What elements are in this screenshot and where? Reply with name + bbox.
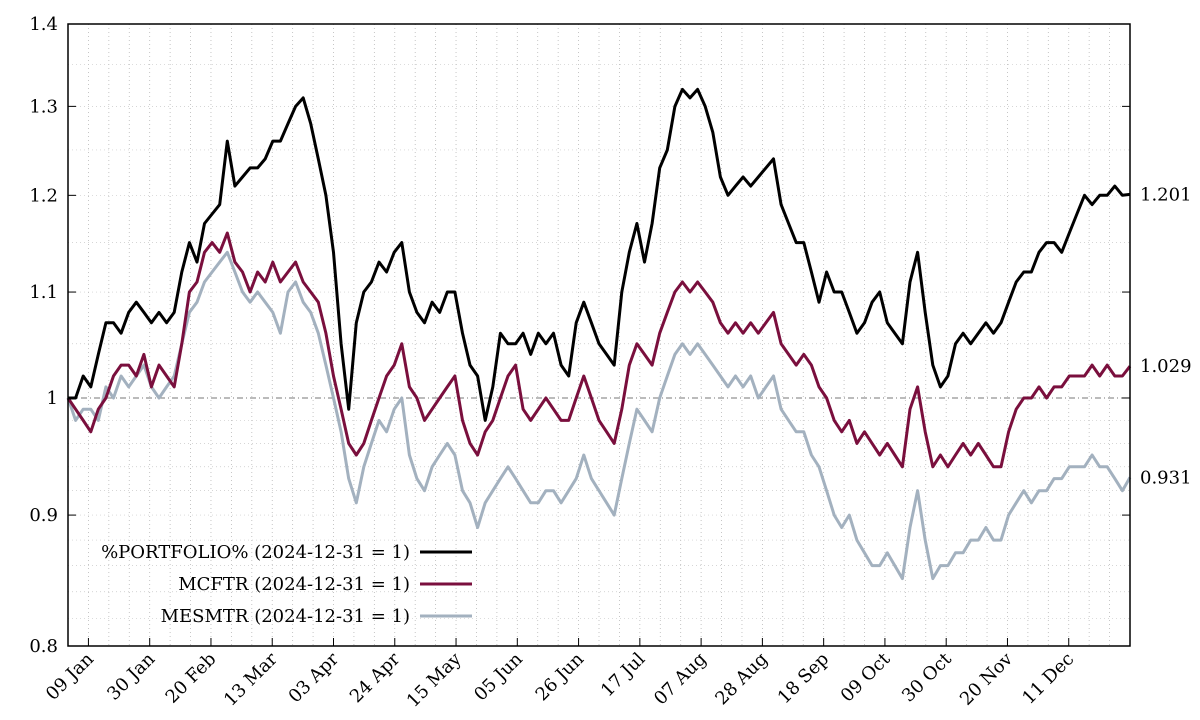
x-tick-label: 24 Apr [346, 648, 405, 707]
y-tick-label: 1.2 [29, 185, 58, 206]
y-tick-label: 1.3 [29, 96, 58, 117]
y-tick-label: 0.9 [29, 505, 58, 526]
x-tick-label: 03 Apr [285, 648, 344, 707]
series-lines [66, 87, 1132, 581]
x-tick-label: 18 Sep [774, 649, 833, 708]
series-line [68, 87, 1131, 422]
x-tick-label: 13 Mar [220, 648, 282, 710]
x-tick-label: 20 Feb [162, 649, 221, 708]
x-tick-label: 17 Jul [597, 649, 650, 702]
y-tick-label: 1 [47, 388, 58, 409]
x-tick-label: 09 Oct [837, 648, 895, 706]
end-value-label: 1.201 [1140, 184, 1192, 205]
x-tick-label: 26 Jun [532, 648, 589, 705]
plot-frame [67, 23, 1131, 647]
x-tick-label: 30 Oct [898, 648, 956, 706]
legend: %PORTFOLIO% (2024-12-31 = 1) MCFTR (2024-… [101, 542, 472, 627]
series-line [66, 250, 1132, 581]
y-tick-label: 0.8 [29, 636, 58, 657]
x-tick-label: 05 Jun [470, 648, 527, 705]
legend-label: MESMTR (2024-12-31 = 1) [161, 606, 410, 627]
end-value-label: 1.029 [1140, 356, 1192, 377]
x-tick-label: 07 Aug [650, 649, 711, 710]
x-tick-label: 30 Jan [103, 648, 159, 704]
grid [68, 24, 1130, 646]
x-tick-label: 15 May [403, 648, 466, 711]
x-tick-label: 28 Aug [711, 649, 772, 710]
end-value-label: 0.931 [1140, 467, 1192, 488]
y-tick-label: 1.4 [29, 14, 58, 35]
legend-label: %PORTFOLIO% (2024-12-31 = 1) [101, 542, 410, 563]
y-tick-label: 1.1 [29, 282, 58, 303]
y-axis: 0.8 0.9 1 1.1 1.2 1.3 1.4 [29, 14, 1130, 657]
end-value-labels: 1.201 1.029 0.931 [1140, 184, 1192, 488]
x-tick-label: 11 Dec [1018, 649, 1078, 709]
series-line [66, 231, 1132, 469]
x-tick-label: 20 Nov [956, 648, 1018, 710]
legend-label: MCFTR (2024-12-31 = 1) [178, 574, 410, 595]
